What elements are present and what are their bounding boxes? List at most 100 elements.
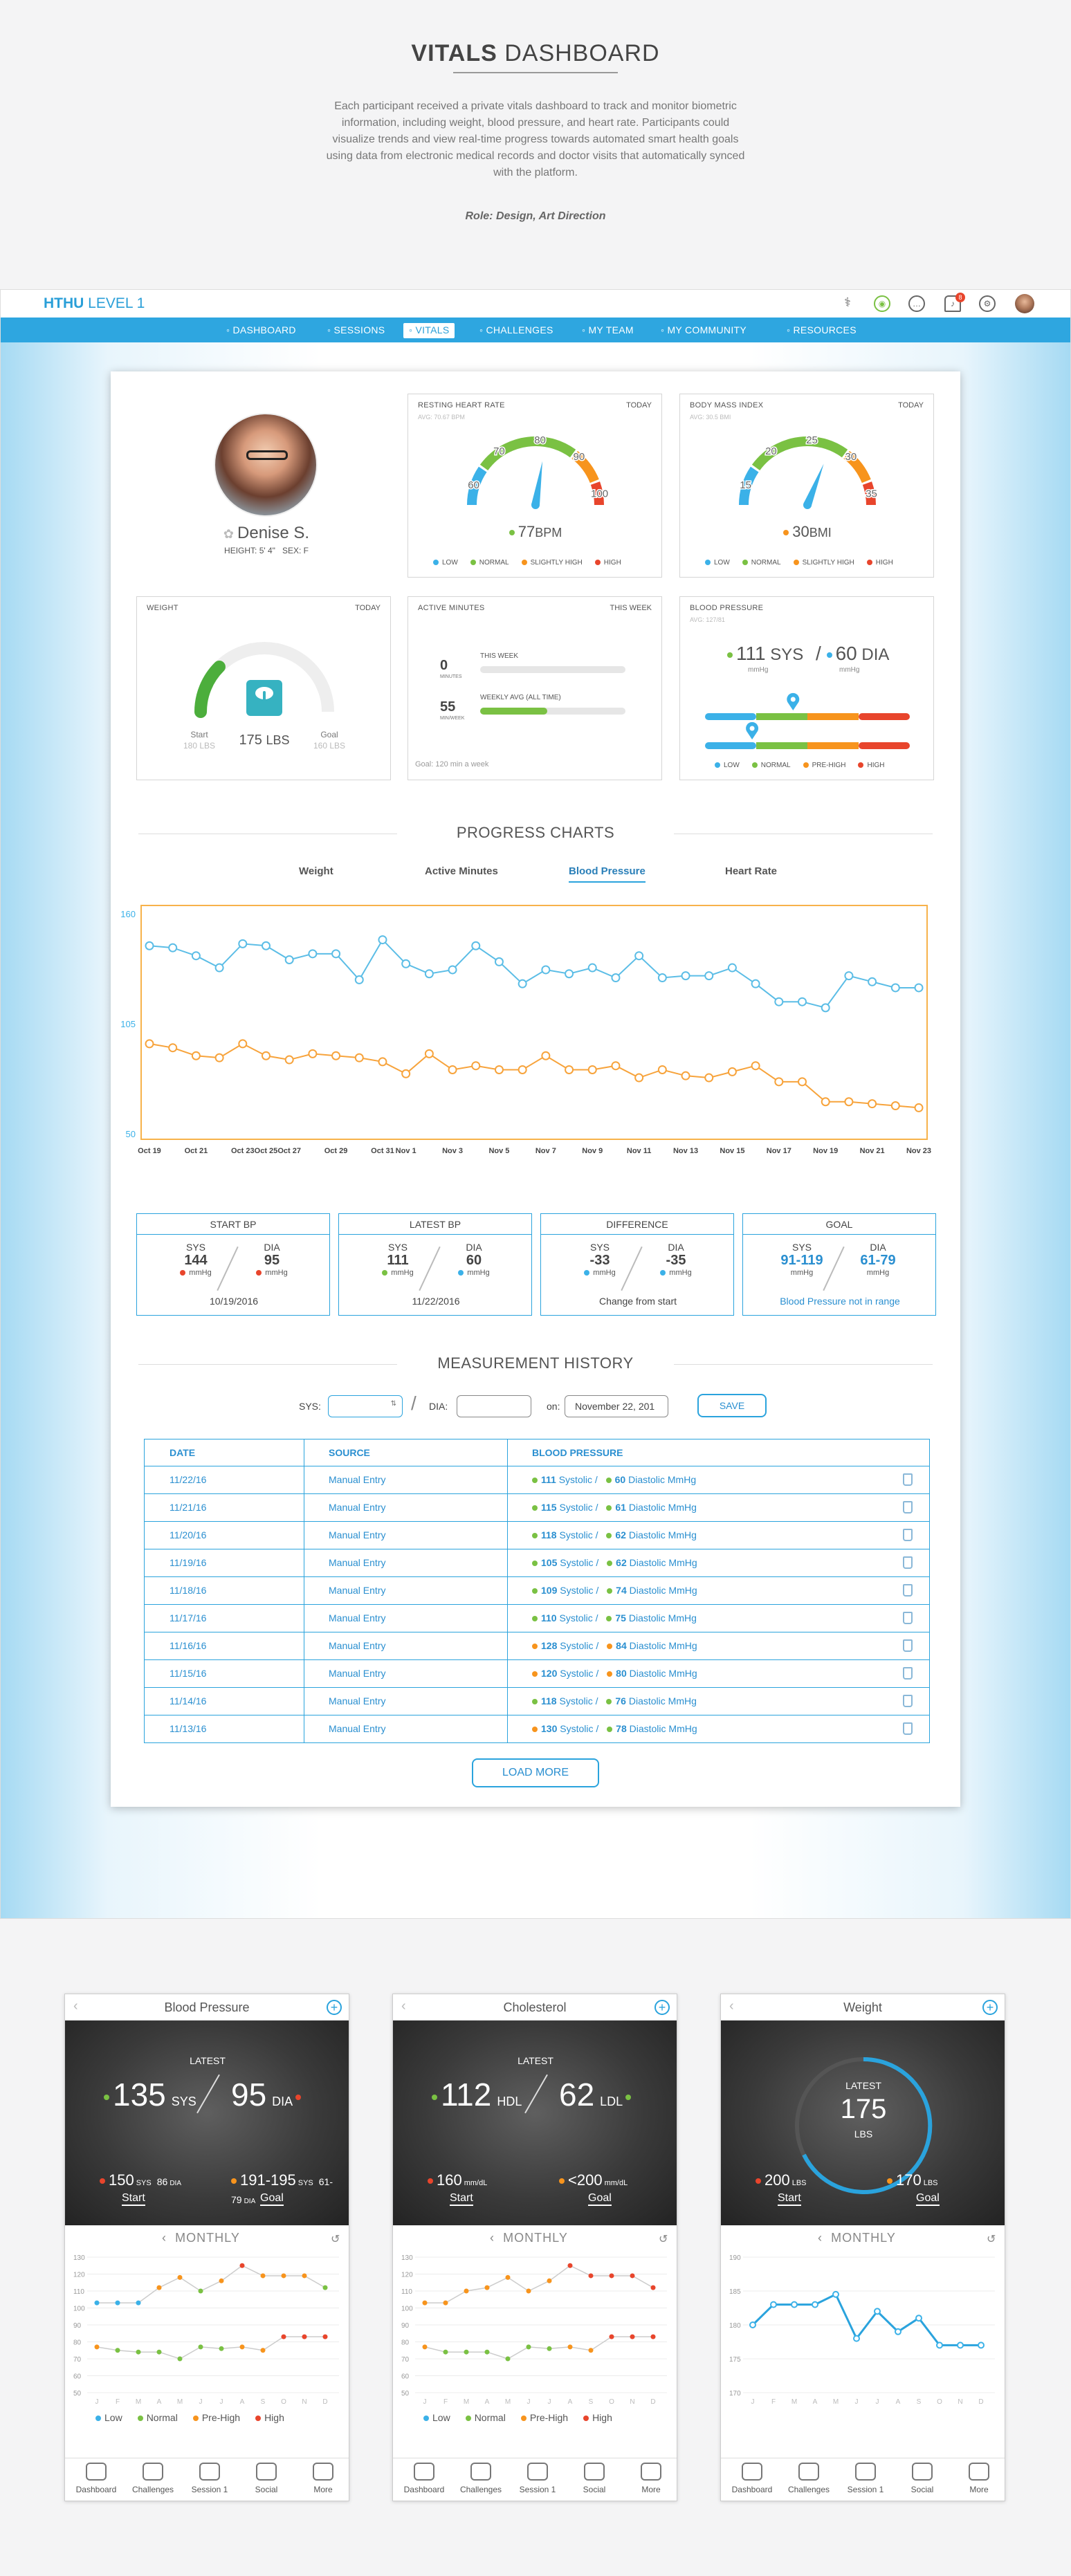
active-minutes-tile[interactable]: ACTIVE MINUTES THIS WEEK 0 MINUTES THIS …	[408, 596, 662, 780]
chevron-left-icon[interactable]: ‹	[162, 2231, 166, 2245]
nav-dashboard[interactable]: ◦ DASHBOARD	[221, 323, 302, 338]
tile-period: TODAY	[898, 401, 924, 410]
stepper-icon[interactable]: ⇅	[390, 1400, 396, 1408]
trash-icon[interactable]	[903, 1667, 913, 1680]
nav-resources[interactable]: ◦ RESOURCES	[781, 323, 862, 338]
add-icon[interactable]: +	[327, 2000, 342, 2015]
footer-dashboard[interactable]: Dashboard	[396, 2458, 452, 2501]
goal-label[interactable]: Goal	[588, 2192, 612, 2206]
latest-label: LATEST	[845, 2080, 881, 2091]
trash-icon[interactable]	[903, 1529, 913, 1541]
value-text: 150	[109, 2171, 134, 2189]
chevron-left-icon[interactable]: ‹	[490, 2231, 494, 2245]
load-more-button[interactable]: LOAD MORE	[472, 1758, 599, 1787]
gear-icon[interactable]: ⚙	[979, 295, 996, 312]
back-icon[interactable]: ‹	[729, 1998, 734, 2014]
date-input[interactable]: November 22, 201	[565, 1395, 668, 1417]
mobile-data-point	[464, 2288, 469, 2294]
status-dot	[532, 1478, 538, 1484]
table-row[interactable]: 11/19/16 Manual Entry 105 Systolic / 62 Di…	[145, 1549, 929, 1576]
nav-my-community[interactable]: ◦ MY COMMUNITY	[655, 323, 752, 338]
add-icon[interactable]: +	[654, 2000, 670, 2015]
table-row[interactable]: 11/14/16 Manual Entry 118 Systolic / 76 Di…	[145, 1687, 929, 1715]
table-row[interactable]: 11/15/16 Manual Entry 120 Systolic / 80 Di…	[145, 1659, 929, 1687]
start-values: 160 mm/dL	[428, 2171, 495, 2189]
footer-more[interactable]: More	[623, 2458, 679, 2501]
trash-icon[interactable]	[903, 1722, 913, 1735]
weight-tile[interactable]: WEIGHT TODAY 175 LBS Start 180 LBS Goal …	[136, 596, 391, 780]
trash-icon[interactable]	[903, 1556, 913, 1569]
add-icon[interactable]: +	[982, 2000, 998, 2015]
chat-icon[interactable]: …	[908, 295, 925, 312]
footer-dashboard[interactable]: Dashboard	[68, 2458, 125, 2501]
trash-icon[interactable]	[903, 1473, 913, 1486]
start-label[interactable]: Start	[450, 2192, 473, 2206]
footer-more[interactable]: More	[295, 2458, 351, 2501]
table-row[interactable]: 11/21/16 Manual Entry 115 Systolic / 61 Di…	[145, 1493, 929, 1521]
back-icon[interactable]: ‹	[73, 1998, 78, 2014]
weekly-avg-label: WEEKLY AVG (ALL TIME)	[480, 694, 561, 701]
footer-more[interactable]: More	[951, 2458, 1007, 2501]
mobile-x-tick: M	[136, 2398, 141, 2406]
tab-heart-rate[interactable]: Heart Rate	[725, 865, 778, 877]
trash-icon[interactable]	[903, 1612, 913, 1624]
history-icon[interactable]: ↺	[987, 2234, 996, 2245]
trash-icon[interactable]	[903, 1584, 913, 1597]
nav-challenges[interactable]: ◦ CHALLENGES	[474, 323, 559, 338]
footer-social[interactable]: Social	[894, 2458, 951, 2501]
column-header[interactable]: SOURCE	[329, 1447, 370, 1458]
footer-challenges[interactable]: Challenges	[780, 2458, 837, 2501]
table-row[interactable]: 11/22/16 Manual Entry 111 Systolic / 60 Di…	[145, 1466, 929, 1493]
caduceus-icon[interactable]: ⚕	[844, 295, 851, 309]
table-row[interactable]: 11/20/16 Manual Entry 118 Systolic / 62 Di…	[145, 1521, 929, 1549]
footer-session-1[interactable]: Session 1	[837, 2458, 894, 2501]
footer-social[interactable]: Social	[566, 2458, 623, 2501]
table-row[interactable]: 11/13/16 Manual Entry 130 Systolic / 78 Di…	[145, 1715, 929, 1742]
bell-icon[interactable]: ♪	[944, 295, 961, 312]
tab-blood-pressure[interactable]: Blood Pressure	[569, 865, 646, 883]
goal-label[interactable]: Goal	[916, 2192, 940, 2206]
period-selector[interactable]: MONTHLY	[65, 2231, 350, 2245]
trash-icon[interactable]	[903, 1639, 913, 1652]
footer-session-1[interactable]: Session 1	[509, 2458, 566, 2501]
bmi-tile[interactable]: BODY MASS INDEX TODAY AVG: 30.5 BMI 15 20…	[679, 394, 934, 578]
tab-weight[interactable]: Weight	[299, 865, 333, 877]
table-row[interactable]: 11/17/16 Manual Entry 110 Systolic / 75 Di…	[145, 1604, 929, 1632]
nav-my-team[interactable]: ◦ MY TEAM	[576, 323, 639, 338]
start-label[interactable]: Start	[122, 2192, 145, 2206]
trash-icon[interactable]	[903, 1695, 913, 1707]
column-header[interactable]: BLOOD PRESSURE	[532, 1447, 623, 1458]
sys-input[interactable]: ⇅	[328, 1395, 403, 1417]
table-row[interactable]: 11/18/16 Manual Entry 109 Systolic / 74 Di…	[145, 1576, 929, 1604]
start-label[interactable]: Start	[778, 2192, 801, 2206]
column-header[interactable]: DATE	[170, 1447, 196, 1458]
tab-active-minutes[interactable]: Active Minutes	[425, 865, 498, 877]
heart-rate-tile[interactable]: RESTING HEART RATE TODAY AVG: 70.67 BPM …	[408, 394, 662, 578]
blood-pressure-tile[interactable]: BLOOD PRESSURE AVG: 127/81 111 SYS / 60 …	[679, 596, 934, 780]
footer-challenges[interactable]: Challenges	[452, 2458, 509, 2501]
nav-label: SESSIONS	[333, 324, 385, 335]
footer-challenges[interactable]: Challenges	[125, 2458, 181, 2501]
trash-icon[interactable]	[903, 1501, 913, 1514]
back-icon[interactable]: ‹	[401, 1998, 406, 2014]
dia-input[interactable]	[457, 1395, 531, 1417]
signal-icon[interactable]: ◉	[874, 295, 890, 312]
goal-label[interactable]: Goal	[260, 2192, 284, 2206]
footer-session-1[interactable]: Session 1	[181, 2458, 238, 2501]
chevron-left-icon[interactable]: ‹	[818, 2231, 822, 2245]
footer-dashboard[interactable]: Dashboard	[724, 2458, 780, 2501]
period-selector[interactable]: MONTHLY	[721, 2231, 1006, 2245]
period-selector[interactable]: MONTHLY	[393, 2231, 678, 2245]
history-icon[interactable]: ↺	[659, 2234, 668, 2245]
nav-vitals[interactable]: ◦ VITALS	[403, 323, 455, 338]
save-button[interactable]: SAVE	[697, 1394, 767, 1417]
legend-item: Low	[423, 2412, 450, 2423]
tile-average: AVG: 70.67 BPM	[418, 414, 465, 421]
brand-logo[interactable]: HTHU LEVEL 1	[44, 295, 145, 311]
nav-sessions[interactable]: ◦ SESSIONS	[322, 323, 390, 338]
avatar[interactable]	[1015, 294, 1034, 313]
footer-social[interactable]: Social	[238, 2458, 295, 2501]
history-icon[interactable]: ↺	[331, 2234, 340, 2245]
tile-period: TODAY	[355, 604, 381, 612]
table-row[interactable]: 11/16/16 Manual Entry 128 Systolic / 84 Di…	[145, 1632, 929, 1659]
